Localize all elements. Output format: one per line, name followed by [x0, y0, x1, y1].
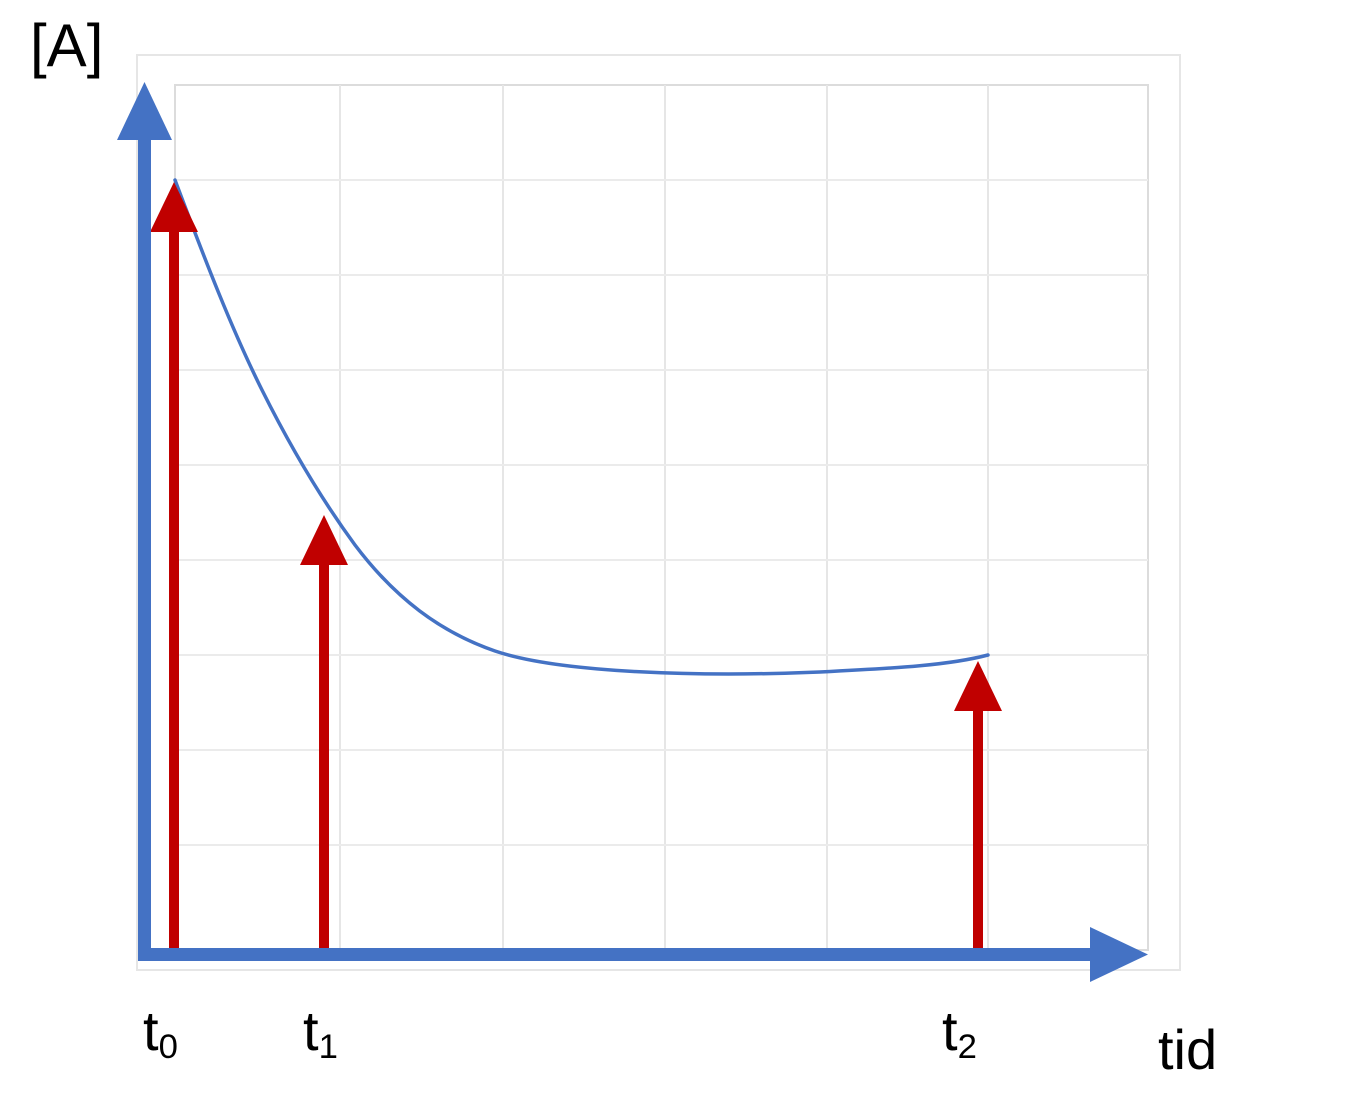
x-tick-label-t1: t1: [303, 1003, 338, 1064]
x-tick-label-t0-base: t: [143, 999, 159, 1062]
x-tick-label-t2-base: t: [942, 999, 958, 1062]
x-tick-label-t2: t2: [942, 1003, 977, 1064]
x-axis-arrow: [138, 927, 1148, 982]
x-axis-label: tid: [1158, 1018, 1218, 1081]
chart-outer-border: [136, 54, 1181, 971]
x-tick-label-t0: t0: [143, 1003, 178, 1064]
x-tick-label-t1-base: t: [303, 999, 319, 1062]
marker-arrow-t1: [300, 515, 348, 955]
horizontal-gridlines: [175, 179, 1148, 846]
marker-arrow-t2: [954, 661, 1002, 955]
x-tick-label-t2-sub: 2: [957, 1027, 977, 1066]
vertical-gridlines: [339, 85, 989, 950]
marker-arrow-t0: [150, 182, 198, 955]
x-tick-label-t0-sub: 0: [158, 1027, 178, 1066]
x-tick-label-t1-sub: 1: [318, 1027, 338, 1066]
y-axis-arrow: [117, 82, 172, 960]
y-axis-label: [A]: [30, 12, 104, 79]
concentration-decay-curve: [173, 178, 990, 676]
